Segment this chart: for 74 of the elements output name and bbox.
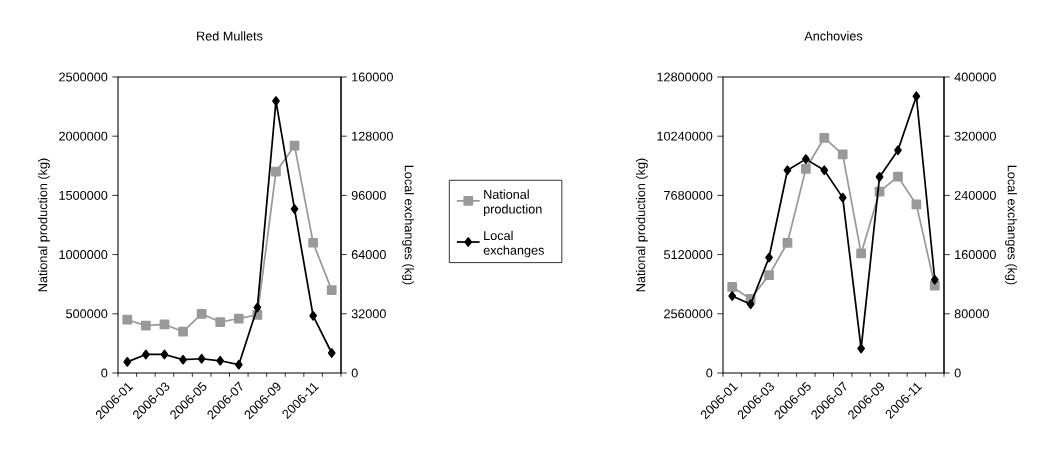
y-tick-label: 500000 [66,309,108,319]
y2-tick-label: 64000 [351,250,386,260]
y2-tick-label: 240000 [954,190,996,200]
y2-axis-title: Local exchanges (kg) [1005,165,1017,285]
point [308,237,318,248]
point [819,132,830,143]
point [289,140,300,151]
point [930,274,939,285]
point [122,314,133,325]
point [123,357,132,367]
y2-tick-label: 96000 [351,190,386,200]
point [875,172,884,182]
y2-tick-label: 80000 [954,309,989,319]
point [234,359,243,370]
point [326,285,337,295]
y2-axis-title: Local exchanges (kg) [402,165,414,285]
point [783,165,792,176]
y-tick-label: 0 [101,368,108,378]
y2-tick-label: 0 [954,368,961,378]
y-tick-label: 0 [706,368,713,378]
point [746,299,755,310]
point [178,326,188,337]
y-tick-label: 2560000 [664,309,713,319]
point [141,320,151,331]
y2-tick-label: 0 [351,368,358,378]
point [327,348,336,358]
point [912,91,921,102]
point [765,252,773,263]
y2-tick-label: 160000 [352,72,393,82]
point [856,248,866,259]
point [309,310,317,321]
y2-tick-label: 32000 [351,309,386,319]
y-axis-title: National production (kg) [38,158,50,292]
point [179,354,187,365]
legend-label: National production [483,189,542,217]
y-tick-label: 2500000 [59,72,108,82]
y-tick-label: 1500000 [59,190,108,200]
point [838,192,847,203]
y-tick-label: 10240000 [657,131,713,141]
legend-label: Local exchanges [483,230,544,258]
point [142,349,150,360]
y-tick-label: 1000000 [59,250,108,260]
point [215,317,226,327]
point [837,149,848,160]
point [857,343,865,354]
y2-tick-label: 400000 [954,72,996,82]
point [271,166,281,177]
y-axis-title: National production (kg) [635,158,648,292]
chart-title: Anchovies [804,31,863,41]
y2-tick-label: 128000 [352,131,393,141]
point [893,171,903,182]
y-tick-label: 2000000 [59,131,108,141]
y2-tick-label: 160000 [955,250,996,260]
point [160,349,169,360]
point [216,355,225,366]
point [894,145,902,156]
y-tick-label: 12800000 [657,72,713,82]
chart-title: Red Mullets [197,31,263,41]
y-tick-label: 5120000 [664,250,713,260]
point [782,237,793,248]
point [272,96,280,106]
point [802,154,810,164]
point [290,204,299,214]
y2-tick-label: 320000 [954,131,996,141]
point [197,353,206,364]
point [728,291,737,301]
point [764,270,774,281]
point [253,302,262,313]
point [820,165,829,176]
y-tick-label: 7680000 [664,190,713,200]
point [233,313,244,324]
point [801,163,811,174]
point [196,308,207,319]
point [727,282,738,292]
